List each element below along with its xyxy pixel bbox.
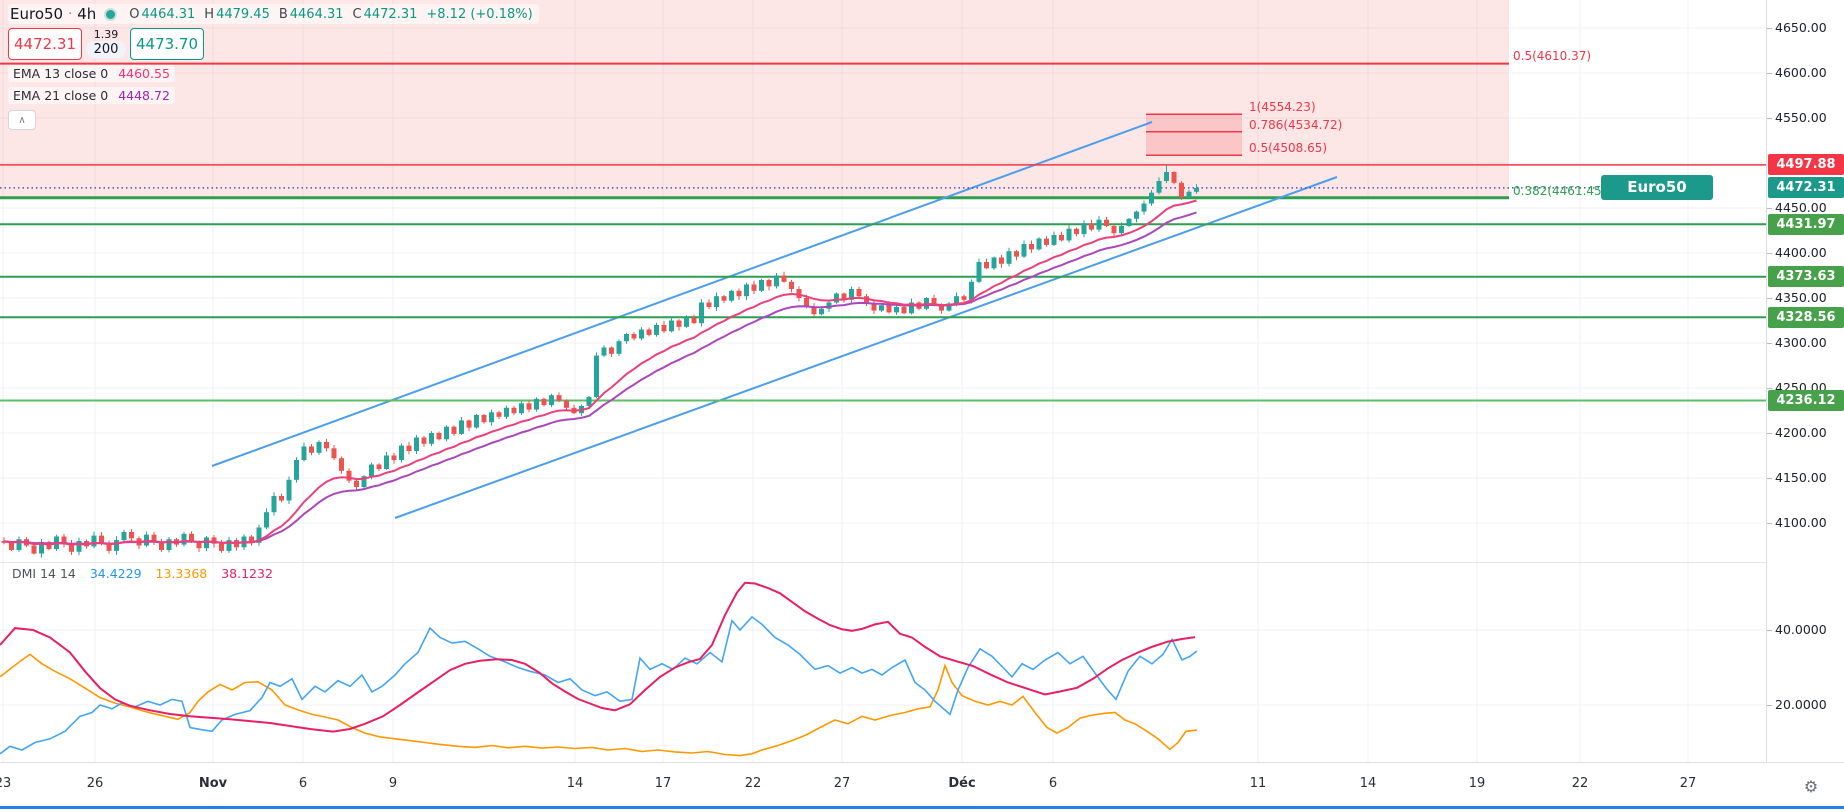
separator: ·	[68, 6, 73, 22]
time-axis-label: 6	[1048, 776, 1058, 791]
change-value: +8.12 (+0.18%)	[426, 6, 533, 22]
ema21-value: 4448.72	[118, 88, 170, 103]
time-axis-label: 9	[388, 776, 398, 791]
time-axis-label: 11	[1249, 776, 1267, 791]
price-scale-tick: 4350.00	[1767, 290, 1827, 305]
channel-lower-line	[394, 176, 1338, 519]
price-tag: 4373.63	[1768, 266, 1844, 288]
fib-retracement-box	[1146, 114, 1242, 156]
fib-level-label: 0.5(4508.65)	[1249, 141, 1328, 156]
dmi-minus-di-line	[0, 653, 1198, 757]
dmi-adx-value: 38.1232	[221, 566, 273, 581]
dmi-scale-tick: 40.0000	[1767, 622, 1827, 637]
dmi-legend-row[interactable]: DMI 14 14 34.4229 13.3368 38.1232	[8, 566, 277, 581]
current-price-symbol-badge: Euro50	[1601, 175, 1713, 201]
price-tag: 4431.97	[1768, 213, 1844, 235]
time-axis-label: 19	[1468, 776, 1486, 791]
dmi-minus-di-value: 13.3368	[155, 566, 208, 581]
price-scale-tick: 4450.00	[1767, 200, 1827, 215]
fib-level-label: 0.786(4534.72)	[1249, 117, 1343, 132]
price-tag: 4328.56	[1768, 306, 1844, 328]
fib-level-label: 0.5(4610.37)	[1513, 48, 1592, 63]
time-axis-label: 23	[0, 776, 12, 791]
time-axis-label: 6	[298, 776, 308, 791]
symbol-row[interactable]: Euro50 · 4h O 4464.31 H 4479.45 B 4464.31 C…	[8, 4, 539, 24]
chart-legend: Euro50 · 4h O 4464.31 H 4479.45 B 4464.31 C…	[8, 4, 539, 130]
buy-button[interactable]: 4473.70	[130, 28, 204, 60]
price-tag: 4236.12	[1768, 389, 1844, 411]
bottom-accent-bar	[0, 806, 1844, 809]
price-scale-tick: 4550.00	[1767, 110, 1827, 125]
open-label: O	[129, 6, 140, 22]
price-scale-tick: 4100.00	[1767, 515, 1827, 530]
collapse-legend-button[interactable]: ∧	[8, 110, 36, 130]
close-label: C	[352, 6, 362, 22]
market-open-dot-icon	[106, 9, 116, 19]
fib-level-label: 1(4554.23)	[1249, 100, 1316, 115]
time-axis-label: 17	[654, 776, 672, 791]
dmi-title: DMI 14 14	[12, 566, 76, 581]
trade-widget: 4472.31 1.39 200 4473.70	[8, 28, 204, 60]
price-scale[interactable]: 4650.00 4600.00 4550.00 4450.00 4400.00 4350.…	[1766, 0, 1844, 812]
pane-divider[interactable]	[0, 562, 1766, 563]
price-scale-tick: 4200.00	[1767, 425, 1827, 440]
low-label: B	[278, 6, 288, 22]
time-axis-label: 14	[1359, 776, 1377, 791]
spread-quantity: 1.39 200	[82, 28, 130, 60]
sell-button[interactable]: 4472.31	[8, 28, 82, 60]
time-axis-label: 14	[566, 776, 584, 791]
open-value: 4464.31	[141, 6, 196, 22]
price-scale-tick: 4300.00	[1767, 335, 1827, 350]
ohlc-values: O 4464.31 H 4479.45 B 4464.31 C 4472.31 +8.1…	[129, 7, 532, 22]
dmi-plus-di-line	[0, 615, 1198, 755]
high-value: 4479.45	[216, 6, 270, 22]
chevron-up-icon: ∧	[18, 114, 26, 126]
symbol-name[interactable]: Euro50	[10, 5, 64, 23]
fib-level-label: 0.382(4461.45)	[1513, 183, 1607, 198]
quantity-field[interactable]: 200	[85, 41, 127, 58]
ema13-value: 4460.55	[118, 66, 170, 81]
ema13-line	[3, 199, 1197, 546]
ema21-label: EMA 21 close 0	[13, 88, 109, 103]
low-value: 4464.31	[289, 6, 344, 22]
ema13-legend[interactable]: EMA 13 close 0 4460.55	[8, 65, 175, 82]
time-axis-label: 22	[744, 776, 762, 791]
price-tag: 4472.31	[1768, 177, 1844, 199]
time-axis-label: Déc	[948, 776, 976, 791]
price-scale-tick: 4600.00	[1767, 65, 1827, 80]
dmi-scale-tick: 20.0000	[1767, 697, 1827, 712]
price-scale-tick: 4650.00	[1767, 20, 1827, 35]
ema21-legend[interactable]: EMA 21 close 0 4448.72	[8, 87, 175, 104]
time-axis-label: Nov	[198, 776, 228, 791]
time-axis-label: 27	[833, 776, 851, 791]
high-label: H	[204, 6, 215, 22]
time-axis-label: 26	[86, 776, 104, 791]
channel-upper-line	[211, 121, 1153, 467]
time-axis-label: 22	[1571, 776, 1589, 791]
price-tag: 4497.88	[1768, 154, 1844, 176]
ema21-line	[3, 211, 1197, 545]
price-scale-tick: 4400.00	[1767, 245, 1827, 260]
time-axis-label: 27	[1679, 776, 1697, 791]
ema13-label: EMA 13 close 0	[13, 66, 109, 81]
close-value: 4472.31	[363, 6, 418, 22]
price-scale-tick: 4150.00	[1767, 470, 1827, 485]
spread-value: 1.39	[93, 28, 119, 41]
interval-label[interactable]: 4h	[77, 5, 97, 23]
dmi-adx-line	[0, 581, 1196, 733]
dmi-plus-di-value: 34.4229	[89, 566, 142, 581]
time-axis[interactable]: 23 26 Nov 6 9 14 17 22 27 Déc 6 11 14 19 22 27	[0, 762, 1844, 812]
gear-icon[interactable]: ⚙	[1803, 776, 1819, 796]
